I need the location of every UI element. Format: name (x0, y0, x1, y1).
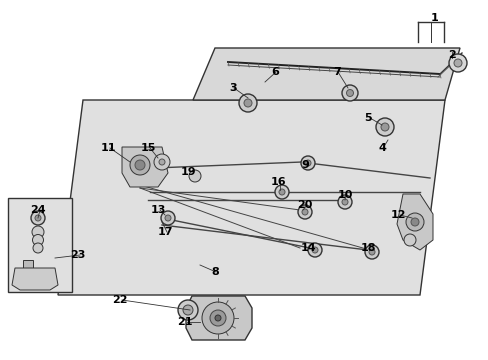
Circle shape (154, 154, 170, 170)
Circle shape (202, 302, 234, 334)
Circle shape (32, 234, 43, 246)
Text: 15: 15 (140, 143, 155, 153)
Polygon shape (193, 48, 459, 100)
Circle shape (346, 90, 353, 96)
Circle shape (403, 234, 415, 246)
Polygon shape (8, 198, 72, 292)
Circle shape (405, 213, 423, 231)
Polygon shape (396, 194, 432, 250)
Text: 23: 23 (70, 250, 85, 260)
Circle shape (301, 156, 314, 170)
Circle shape (341, 199, 347, 205)
Text: 5: 5 (364, 113, 371, 123)
Circle shape (164, 215, 171, 221)
Text: 4: 4 (377, 143, 385, 153)
Polygon shape (12, 268, 58, 290)
Circle shape (159, 159, 164, 165)
Circle shape (244, 99, 251, 107)
Circle shape (453, 59, 461, 67)
Circle shape (297, 205, 311, 219)
Text: 10: 10 (337, 190, 352, 200)
Circle shape (183, 305, 193, 315)
Circle shape (274, 185, 288, 199)
Text: 8: 8 (211, 267, 219, 277)
Text: 2: 2 (447, 50, 455, 60)
Polygon shape (23, 260, 33, 270)
Text: 20: 20 (297, 200, 312, 210)
Circle shape (209, 310, 225, 326)
Circle shape (448, 54, 466, 72)
Text: 6: 6 (270, 67, 278, 77)
Circle shape (375, 118, 393, 136)
Circle shape (135, 160, 145, 170)
Circle shape (311, 247, 317, 253)
Polygon shape (58, 100, 444, 295)
Circle shape (410, 218, 418, 226)
Circle shape (364, 245, 378, 259)
Circle shape (380, 123, 388, 131)
Circle shape (305, 160, 310, 166)
Text: 19: 19 (180, 167, 195, 177)
Text: 22: 22 (112, 295, 127, 305)
Text: 3: 3 (229, 83, 236, 93)
Text: 17: 17 (157, 227, 172, 237)
Polygon shape (122, 147, 168, 187)
Circle shape (239, 94, 257, 112)
Circle shape (302, 209, 307, 215)
Text: 24: 24 (30, 205, 46, 215)
Circle shape (32, 226, 44, 238)
Circle shape (33, 243, 43, 253)
Text: 18: 18 (360, 243, 375, 253)
Text: 12: 12 (389, 210, 405, 220)
Text: 21: 21 (177, 317, 192, 327)
Circle shape (31, 211, 45, 225)
Text: 7: 7 (332, 67, 340, 77)
Circle shape (35, 215, 41, 221)
Circle shape (178, 300, 198, 320)
Polygon shape (185, 296, 251, 340)
Text: 13: 13 (150, 205, 165, 215)
Circle shape (189, 170, 201, 182)
Circle shape (215, 315, 221, 321)
Text: 16: 16 (270, 177, 285, 187)
Text: 1: 1 (430, 13, 438, 23)
Text: 14: 14 (300, 243, 315, 253)
Circle shape (337, 195, 351, 209)
Circle shape (341, 85, 357, 101)
Text: 9: 9 (301, 160, 308, 170)
Circle shape (368, 249, 374, 255)
Circle shape (161, 211, 175, 225)
Text: 11: 11 (100, 143, 116, 153)
Circle shape (307, 243, 321, 257)
Circle shape (279, 189, 285, 195)
Circle shape (130, 155, 150, 175)
